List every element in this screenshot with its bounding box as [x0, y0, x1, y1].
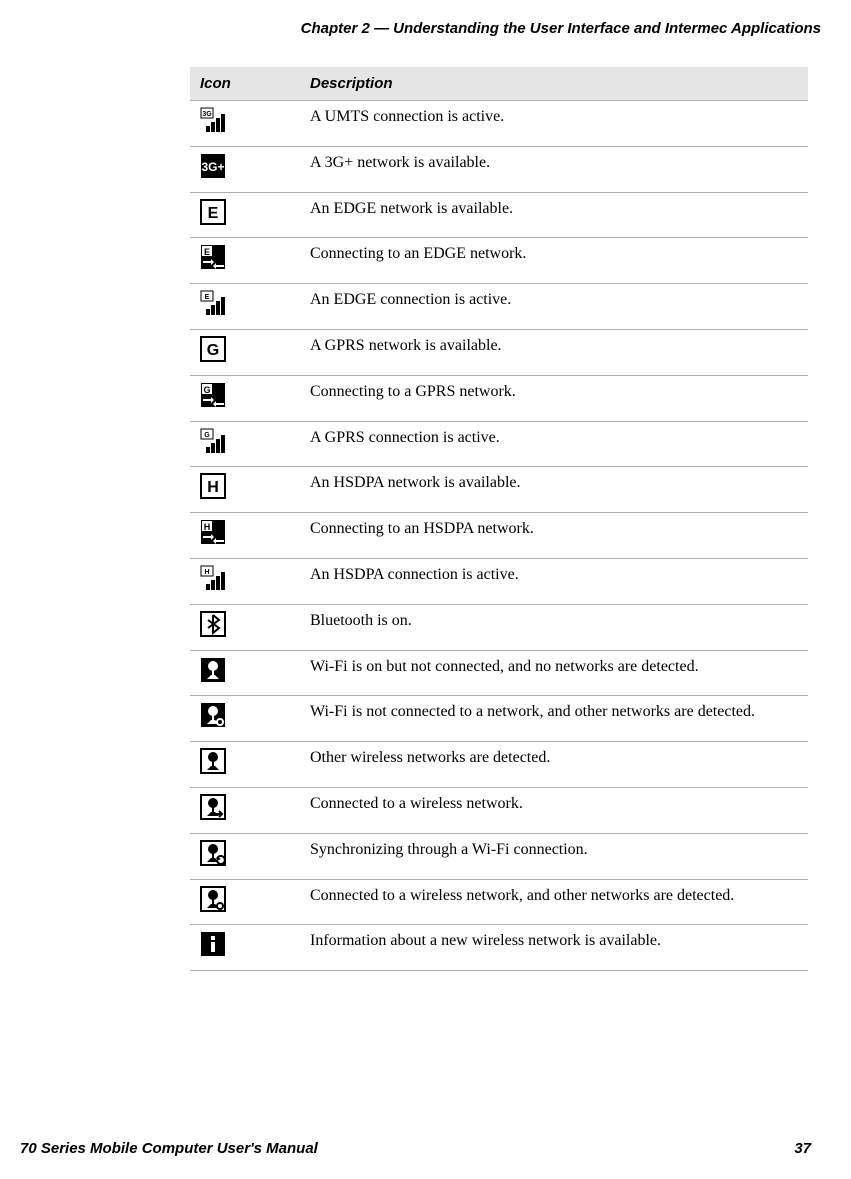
description-cell: An EDGE connection is active.: [300, 284, 808, 330]
table-row: E Connecting to an EDGE network.: [190, 238, 808, 284]
chapter-header: Chapter 2 — Understanding the User Inter…: [40, 20, 821, 37]
page-footer: 70 Series Mobile Computer User's Manual …: [20, 1140, 811, 1157]
svg-text:3G: 3G: [202, 111, 212, 118]
description-cell: Connected to a wireless network.: [300, 787, 808, 833]
wifi-conn-others-icon: [200, 886, 226, 912]
gprs-avail-icon: G: [200, 336, 226, 362]
description-cell: An HSDPA connection is active.: [300, 558, 808, 604]
table-row: H Connecting to an HSDPA network.: [190, 513, 808, 559]
table-row: G A GPRS connection is active.: [190, 421, 808, 467]
description-cell: Wi-Fi is on but not connected, and no ne…: [300, 650, 808, 696]
icon-cell: G: [190, 329, 300, 375]
svg-text:E: E: [204, 247, 210, 257]
table-row: Synchronizing through a Wi-Fi connection…: [190, 833, 808, 879]
icon-description-table: Icon Description 3G A UMTS connection is …: [190, 67, 808, 971]
description-cell: A GPRS network is available.: [300, 329, 808, 375]
icon-cell: G: [190, 375, 300, 421]
description-cell: Other wireless networks are detected.: [300, 742, 808, 788]
wifi-connected-icon: [200, 794, 226, 820]
table-header-icon: Icon: [190, 67, 300, 101]
table-row: Other wireless networks are detected.: [190, 742, 808, 788]
icon-cell: 3G+: [190, 146, 300, 192]
svg-text:H: H: [204, 569, 209, 576]
table-row: E An EDGE network is available.: [190, 192, 808, 238]
icon-cell: [190, 604, 300, 650]
table-row: 3G A UMTS connection is active.: [190, 101, 808, 147]
svg-text:H: H: [204, 522, 211, 532]
icon-cell: [190, 787, 300, 833]
footer-page-number: 37: [794, 1140, 811, 1157]
svg-text:G: G: [203, 385, 210, 395]
table-row: 3G+ A 3G+ network is available.: [190, 146, 808, 192]
wifi-info-icon: [200, 931, 226, 957]
description-cell: Connecting to a GPRS network.: [300, 375, 808, 421]
icon-cell: [190, 742, 300, 788]
wifi-no-net-icon: [200, 657, 226, 683]
wifi-detected-icon: [200, 748, 226, 774]
description-cell: Wi-Fi is not connected to a network, and…: [300, 696, 808, 742]
icon-cell: [190, 833, 300, 879]
table-row: H An HSDPA connection is active.: [190, 558, 808, 604]
icon-cell: E: [190, 284, 300, 330]
icon-cell: G: [190, 421, 300, 467]
footer-manual-title: 70 Series Mobile Computer User's Manual: [20, 1140, 318, 1157]
table-row: G A GPRS network is available.: [190, 329, 808, 375]
table-row: E An EDGE connection is active.: [190, 284, 808, 330]
icon-cell: H: [190, 513, 300, 559]
bluetooth-icon: [200, 611, 226, 637]
edge-connecting-icon: E: [200, 244, 226, 270]
edge-avail-icon: E: [200, 199, 226, 225]
table-row: Wi-Fi is not connected to a network, and…: [190, 696, 808, 742]
icon-cell: 3G: [190, 101, 300, 147]
icon-cell: H: [190, 558, 300, 604]
table-row: Wi-Fi is on but not connected, and no ne…: [190, 650, 808, 696]
table-row: Connected to a wireless network.: [190, 787, 808, 833]
table-row: H An HSDPA network is available.: [190, 467, 808, 513]
icon-cell: [190, 879, 300, 925]
gprs-connecting-icon: G: [200, 382, 226, 408]
icon-cell: E: [190, 238, 300, 284]
svg-text:E: E: [205, 294, 210, 301]
icon-cell: E: [190, 192, 300, 238]
wifi-sync-icon: [200, 840, 226, 866]
svg-text:G: G: [204, 432, 210, 439]
wifi-others-icon: [200, 702, 226, 728]
description-cell: An HSDPA network is available.: [300, 467, 808, 513]
description-cell: A 3G+ network is available.: [300, 146, 808, 192]
table-header-description: Description: [300, 67, 808, 101]
table-row: Connected to a wireless network, and oth…: [190, 879, 808, 925]
description-cell: Bluetooth is on.: [300, 604, 808, 650]
table-row: Information about a new wireless network…: [190, 925, 808, 971]
description-cell: Information about a new wireless network…: [300, 925, 808, 971]
icon-cell: H: [190, 467, 300, 513]
3gplus-icon: 3G+: [200, 153, 226, 179]
svg-text:H: H: [207, 479, 219, 496]
svg-text:G: G: [207, 342, 219, 359]
table-row: Bluetooth is on.: [190, 604, 808, 650]
gprs-active-icon: G: [200, 428, 226, 454]
svg-text:3G+: 3G+: [201, 160, 224, 174]
icon-cell: [190, 696, 300, 742]
description-cell: A GPRS connection is active.: [300, 421, 808, 467]
hsdpa-avail-icon: H: [200, 473, 226, 499]
description-cell: Synchronizing through a Wi-Fi connection…: [300, 833, 808, 879]
description-cell: An EDGE network is available.: [300, 192, 808, 238]
icon-cell: [190, 650, 300, 696]
umts-active-icon: 3G: [200, 107, 226, 133]
hsdpa-active-icon: H: [200, 565, 226, 591]
svg-text:E: E: [208, 205, 219, 222]
description-cell: Connecting to an EDGE network.: [300, 238, 808, 284]
icon-cell: [190, 925, 300, 971]
hsdpa-connecting-icon: H: [200, 519, 226, 545]
description-cell: Connected to a wireless network, and oth…: [300, 879, 808, 925]
description-cell: A UMTS connection is active.: [300, 101, 808, 147]
table-row: G Connecting to a GPRS network.: [190, 375, 808, 421]
edge-active-icon: E: [200, 290, 226, 316]
description-cell: Connecting to an HSDPA network.: [300, 513, 808, 559]
